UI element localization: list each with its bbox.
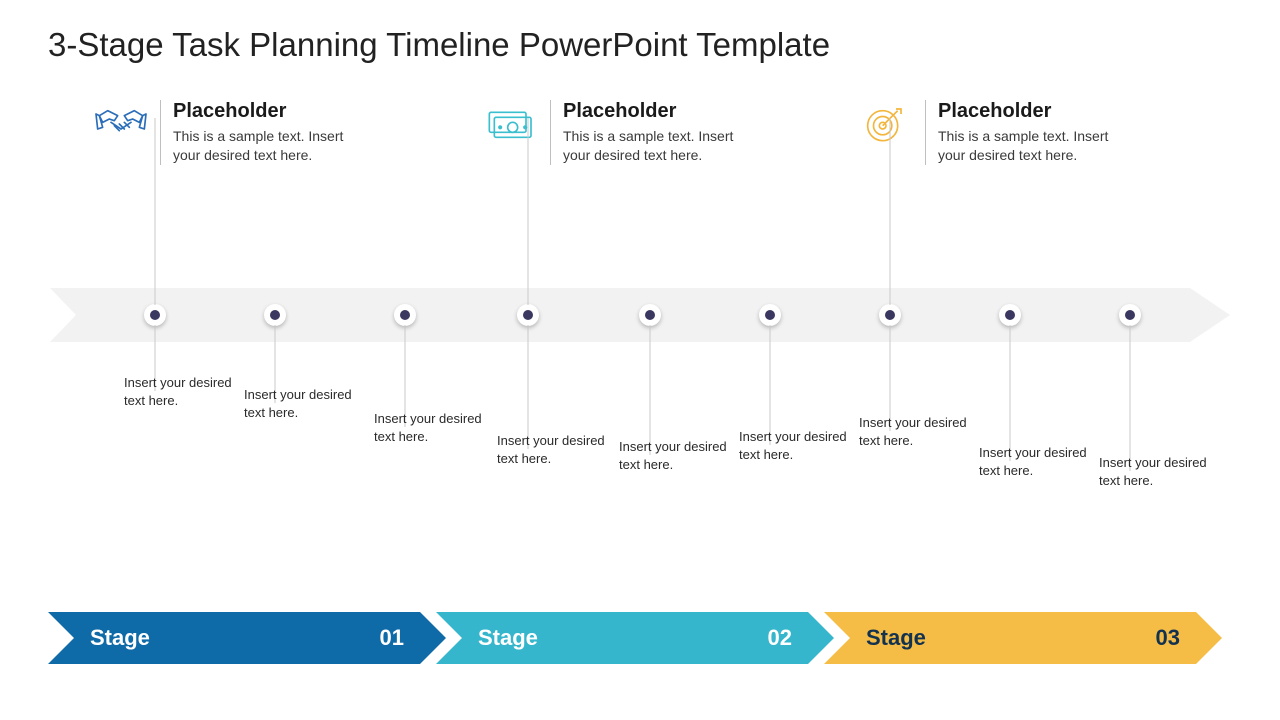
connector-down	[528, 325, 529, 449]
stage-0: Stage 01	[48, 612, 446, 664]
top-text-0: Placeholder This is a sample text. Inser…	[173, 100, 363, 165]
top-item-0: Placeholder This is a sample text. Inser…	[90, 100, 363, 165]
timeline-dot	[517, 304, 539, 326]
stage-number: 02	[768, 625, 792, 651]
lower-caption: Insert your desired text here.	[979, 444, 1089, 479]
lower-caption: Insert your desired text here.	[244, 386, 354, 421]
timeline-dot	[394, 304, 416, 326]
stage-2: Stage 03	[824, 612, 1222, 664]
lower-caption: Insert your desired text here.	[619, 438, 729, 473]
handshake-icon	[90, 100, 152, 165]
divider	[160, 100, 161, 165]
top-text-1: Placeholder This is a sample text. Inser…	[563, 100, 753, 165]
lower-caption: Insert your desired text here.	[124, 374, 234, 409]
lower-caption: Insert your desired text here.	[497, 432, 607, 467]
connector-down	[770, 325, 771, 445]
connector-down	[1010, 325, 1011, 461]
connector-up	[528, 118, 529, 305]
connector-up	[890, 118, 891, 305]
timeline-dot	[639, 304, 661, 326]
stage-label: Stage	[48, 625, 150, 651]
top-item-2: Placeholder This is a sample text. Inser…	[855, 100, 1128, 165]
stage-bar: Stage 01 Stage 02 Stage 03	[48, 612, 1228, 664]
stage-number: 01	[380, 625, 404, 651]
top-heading: Placeholder	[563, 100, 753, 123]
top-heading: Placeholder	[938, 100, 1128, 123]
timeline	[50, 288, 1230, 342]
money-icon	[480, 100, 542, 165]
timeline-dot	[759, 304, 781, 326]
connector-up	[155, 118, 156, 305]
target-icon	[855, 100, 917, 165]
lower-caption: Insert your desired text here.	[739, 428, 849, 463]
lower-caption: Insert your desired text here.	[859, 414, 969, 449]
stage-1: Stage 02	[436, 612, 834, 664]
connector-down	[650, 325, 651, 455]
divider	[925, 100, 926, 165]
lower-caption: Insert your desired text here.	[1099, 454, 1209, 489]
top-heading: Placeholder	[173, 100, 363, 123]
timeline-dot	[879, 304, 901, 326]
top-text-2: Placeholder This is a sample text. Inser…	[938, 100, 1128, 165]
page-title: 3-Stage Task Planning Timeline PowerPoin…	[48, 26, 830, 64]
timeline-dot	[1119, 304, 1141, 326]
stage-label: Stage	[436, 625, 538, 651]
top-body: This is a sample text. Insert your desir…	[563, 127, 753, 165]
timeline-dot	[999, 304, 1021, 326]
divider	[550, 100, 551, 165]
stage-number: 03	[1156, 625, 1180, 651]
lower-caption: Insert your desired text here.	[374, 410, 484, 445]
top-body: This is a sample text. Insert your desir…	[938, 127, 1128, 165]
top-item-1: Placeholder This is a sample text. Inser…	[480, 100, 753, 165]
connector-down	[1130, 325, 1131, 471]
top-body: This is a sample text. Insert your desir…	[173, 127, 363, 165]
timeline-dot	[144, 304, 166, 326]
timeline-dot	[264, 304, 286, 326]
stage-label: Stage	[824, 625, 926, 651]
